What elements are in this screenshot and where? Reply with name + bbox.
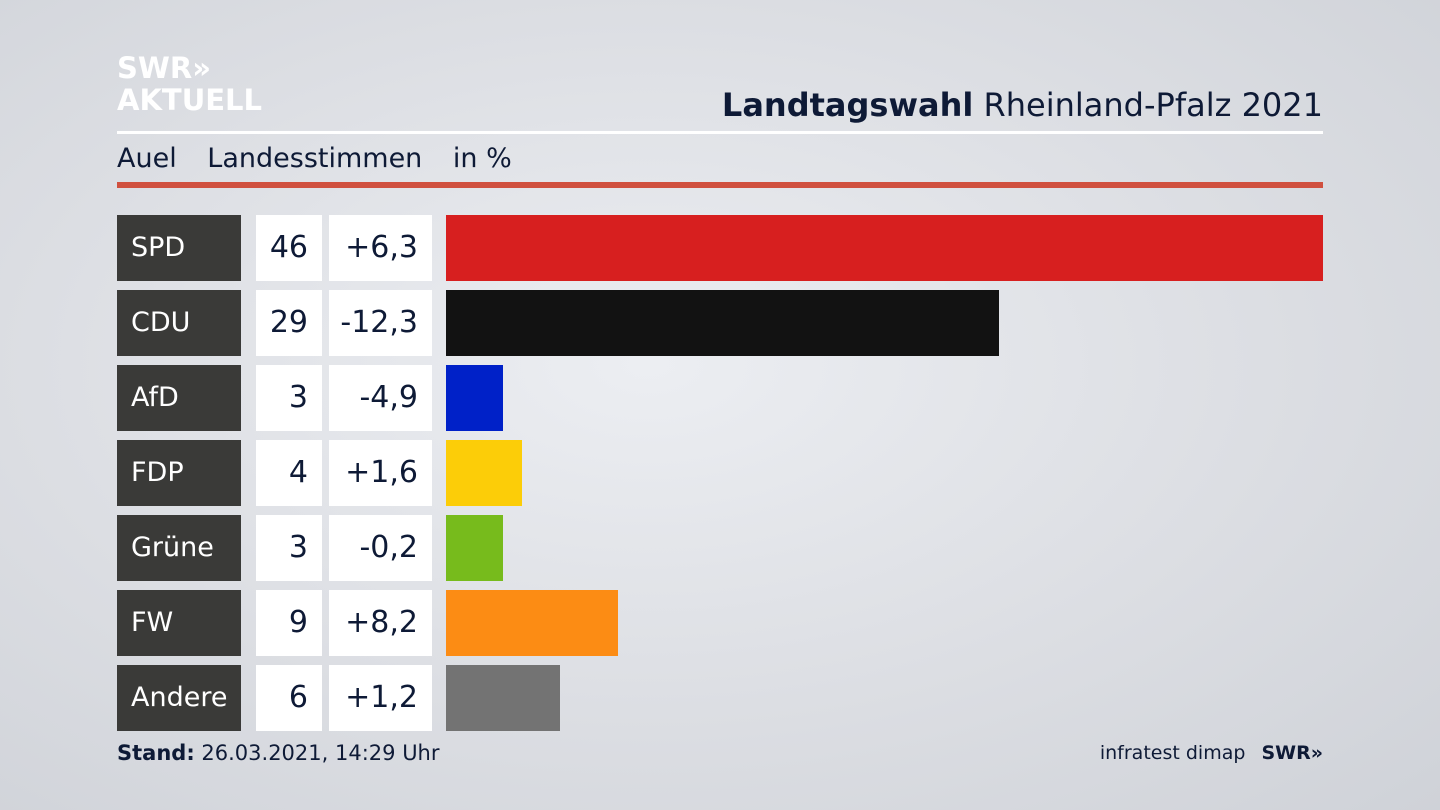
party-label: SPD	[117, 215, 241, 281]
bar-andere	[446, 665, 560, 731]
bar-cdu	[446, 290, 999, 356]
party-label: AfD	[117, 365, 241, 431]
bar-row: FDP 4 +1,6	[117, 440, 1323, 506]
bar-row: AfD 3 -4,9	[117, 365, 1323, 431]
logo-line2: AKTUELL	[117, 83, 263, 117]
value-label: 29	[256, 290, 322, 356]
title-rest: Rheinland-Pfalz 2021	[983, 86, 1323, 124]
diff-label: -12,3	[329, 290, 432, 356]
value-label: 9	[256, 590, 322, 656]
bar-spd	[446, 215, 1323, 281]
diff-label: +6,3	[329, 215, 432, 281]
value-label: 3	[256, 365, 322, 431]
header-divider	[117, 131, 1323, 134]
party-label: CDU	[117, 290, 241, 356]
stand-label: Stand:	[117, 741, 195, 765]
bar-afd	[446, 365, 503, 431]
bar-grüne	[446, 515, 503, 581]
title-bold: Landtagswahl	[721, 86, 974, 124]
party-label: Grüne	[117, 515, 241, 581]
chart-subtitle: Auel Landesstimmen in %	[117, 143, 534, 174]
subtitle-unit: in %	[452, 143, 512, 174]
bar-row: Andere 6 +1,2	[117, 665, 1323, 731]
diff-label: +1,6	[329, 440, 432, 506]
diff-label: +8,2	[329, 590, 432, 656]
value-label: 4	[256, 440, 322, 506]
value-label: 6	[256, 665, 322, 731]
bar-fdp	[446, 440, 522, 506]
source-logo: SWR»	[1261, 742, 1323, 764]
bar-row: CDU 29 -12,3	[117, 290, 1323, 356]
value-label: 46	[256, 215, 322, 281]
source-credit: infratest dimap SWR»	[1100, 742, 1323, 764]
diff-label: +1,2	[329, 665, 432, 731]
value-label: 3	[256, 515, 322, 581]
bar-row: Grüne 3 -0,2	[117, 515, 1323, 581]
subtitle-place: Auel	[117, 143, 177, 174]
swr-aktuell-logo: SWR» AKTUELL	[117, 54, 262, 115]
subtitle-divider	[117, 182, 1323, 188]
timestamp: Stand: 26.03.2021, 14:29 Uhr	[117, 741, 440, 765]
party-label: FDP	[117, 440, 241, 506]
source-name: infratest dimap	[1099, 742, 1246, 764]
bar-row: FW 9 +8,2	[117, 590, 1323, 656]
diff-label: -0,2	[329, 515, 432, 581]
party-label: FW	[117, 590, 241, 656]
logo-line1: SWR»	[117, 51, 211, 85]
page-title: Landtagswahl Rheinland-Pfalz 2021	[722, 86, 1323, 124]
bar-fw	[446, 590, 618, 656]
diff-label: -4,9	[329, 365, 432, 431]
subtitle-kind: Landesstimmen	[207, 143, 423, 174]
bar-row: SPD 46 +6,3	[117, 215, 1323, 281]
party-label: Andere	[117, 665, 241, 731]
stand-value: 26.03.2021, 14:29 Uhr	[201, 741, 440, 765]
